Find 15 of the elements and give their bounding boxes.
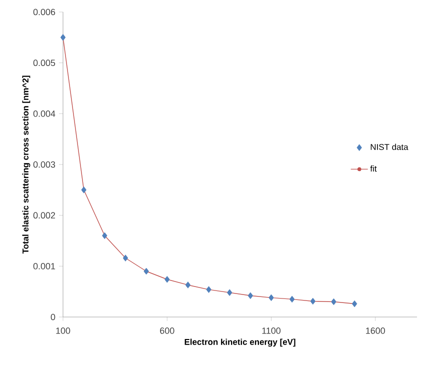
x-tick-label: 1600 [366,328,385,334]
y-tick-label: 0.006 [33,8,56,16]
x-axis-title: Electron kinetic energy [eV] [184,338,296,347]
x-tick-label: 1100 [262,328,281,334]
y-tick-label: 0.004 [33,110,56,117]
x-tick-label: 600 [160,328,174,334]
legend-label: NIST data [370,144,408,150]
y-axis-title: Total elastic scattering cross section [nm^2] [22,76,30,254]
y-tick-label: 0.003 [33,161,56,168]
x-tick-label: 100 [56,328,70,334]
legend-label: fit [370,165,377,172]
y-tick-label: 0.002 [33,212,56,219]
y-tick-label: 0.005 [33,60,56,66]
y-tick-label: 0 [50,314,56,320]
y-tick-label: 0.001 [33,262,56,270]
